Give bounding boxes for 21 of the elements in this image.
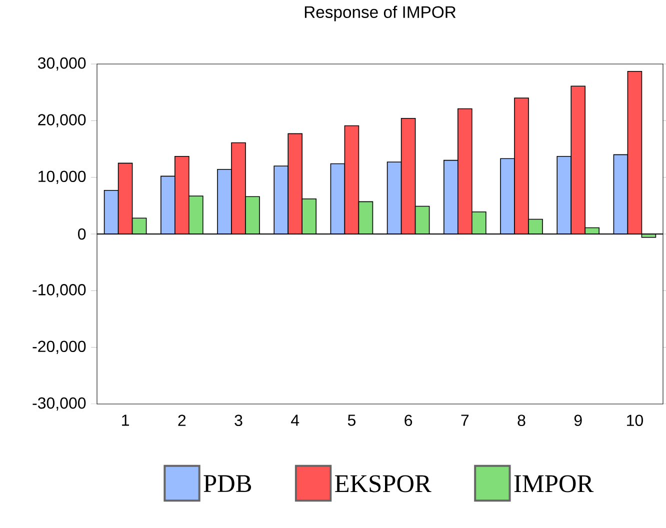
legend-label: IMPOR bbox=[514, 475, 594, 492]
legend-label: EKSPOR bbox=[335, 475, 432, 492]
y-tick-label: 0 bbox=[78, 228, 86, 240]
legend-label: PDB bbox=[204, 475, 252, 492]
x-tick-label: 3 bbox=[234, 414, 242, 426]
x-tick-label: 7 bbox=[461, 414, 469, 426]
x-tick-label: 4 bbox=[291, 414, 300, 426]
x-tick-label: 9 bbox=[574, 414, 582, 426]
y-tick-label: -20,000 bbox=[32, 340, 86, 354]
x-tick-label: 10 bbox=[627, 414, 643, 426]
x-tick-label: 8 bbox=[518, 414, 526, 426]
x-tick-label: 6 bbox=[404, 414, 412, 426]
chart-title: Response of IMPOR bbox=[304, 6, 456, 22]
y-tick-label: 20,000 bbox=[38, 114, 86, 128]
y-tick-label: 30,000 bbox=[38, 57, 86, 71]
x-tick-label: 1 bbox=[122, 414, 129, 426]
x-tick-label: 2 bbox=[178, 414, 186, 426]
y-tick-label: 10,000 bbox=[38, 170, 86, 184]
x-tick-label: 5 bbox=[348, 414, 356, 426]
y-tick-label: -30,000 bbox=[32, 397, 86, 411]
y-tick-label: -10,000 bbox=[32, 284, 86, 298]
